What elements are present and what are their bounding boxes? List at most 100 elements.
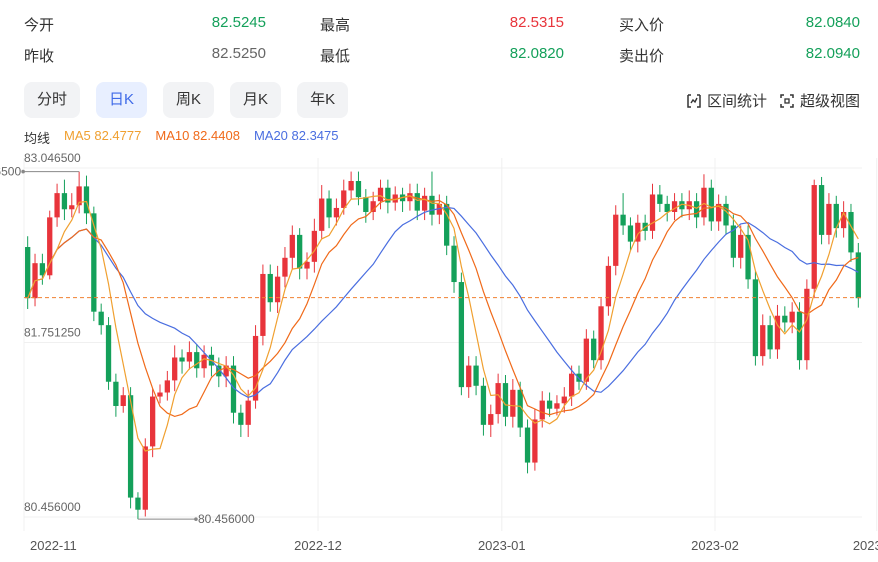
candle-body [657, 194, 663, 204]
candle-body [789, 311, 795, 323]
candle-body [605, 265, 612, 307]
range-stats-label: 区间统计 [706, 93, 767, 110]
high-value: 82.5315 [509, 14, 564, 31]
candle-body [341, 190, 347, 208]
candle-body [444, 203, 450, 246]
candle-body [201, 354, 207, 369]
candle-body [135, 497, 141, 510]
tab-daily-k[interactable]: 日K [96, 82, 148, 118]
candle-body [363, 197, 369, 212]
candle-body [377, 187, 384, 202]
candle-body [451, 245, 457, 283]
super-view-button[interactable]: 超级视图 [779, 90, 860, 111]
candle-body [69, 205, 75, 210]
candle-body [855, 252, 861, 299]
prev-close-value: 82.5250 [211, 45, 266, 62]
candle-body [238, 412, 244, 425]
tab-yearly-k[interactable]: 年K [297, 82, 349, 118]
candle-body [635, 222, 641, 242]
candle-body [76, 186, 82, 206]
candle-body [458, 282, 465, 388]
candle-body [414, 193, 420, 211]
low-label: 最低 [320, 48, 351, 65]
ma-legend-title: 均线 [24, 131, 51, 146]
candle-body [598, 306, 604, 361]
candle-body [473, 365, 479, 386]
candle-body [421, 195, 428, 211]
min-annotation-dot [194, 517, 198, 521]
candle-body [774, 315, 781, 350]
tab-weekly-k[interactable]: 周K [163, 82, 215, 118]
ma-legend: 均线 MA5 82.4777 MA10 82.4408 MA20 82.3475 [24, 128, 339, 147]
candle-body [524, 427, 531, 463]
candle-body [620, 214, 626, 226]
candle-body [179, 357, 185, 362]
candle-body [355, 181, 362, 198]
candle-body [539, 400, 545, 420]
range-stats-button[interactable]: 区间统计 [686, 90, 767, 111]
bid-label: 买入价 [619, 17, 665, 34]
x-tick-label: 2023-02 [691, 538, 739, 553]
candle-body [833, 203, 839, 229]
candle-body [98, 311, 104, 326]
candle-body [561, 396, 567, 404]
candle-body [583, 338, 589, 382]
candle-body [61, 193, 68, 210]
candle-body [370, 201, 376, 212]
candle-body [701, 187, 707, 218]
ma5-line [27, 195, 859, 452]
candle-body [517, 389, 523, 428]
candle-body [127, 395, 134, 498]
y-tick-label: 81.751250 [24, 326, 81, 340]
x-tick-label: 2022-11 [30, 538, 77, 553]
candle-body [532, 419, 538, 463]
period-tabs: 分时 日K 周K 月K 年K [24, 82, 349, 118]
fullscreen-icon [779, 93, 795, 109]
candle-body [745, 234, 751, 280]
chart-tools: 区间统计 超级视图 [686, 90, 860, 111]
candle-body [591, 338, 597, 361]
candle-body [164, 380, 170, 393]
candle-body [39, 263, 46, 276]
candle-body [230, 365, 237, 413]
candle-body [627, 225, 634, 242]
x-tick-label: 2023-01 [478, 538, 526, 553]
candle-body [105, 325, 112, 382]
candle-body [91, 213, 97, 312]
candle-body [693, 201, 700, 218]
candle-body [429, 195, 435, 215]
candle-body [480, 385, 487, 425]
candle-body [826, 203, 832, 235]
candle-body [326, 198, 332, 218]
candle-body [54, 193, 60, 218]
candlestick-chart[interactable]: 83.046500 81.751250 80.456000 2022-11 2022-1… [0, 150, 878, 562]
candle-body [811, 185, 817, 289]
tab-intraday[interactable]: 分时 [24, 82, 81, 118]
ma5-legend: MA5 82.4777 [64, 128, 142, 143]
candle-body [333, 207, 340, 218]
ma10-line [27, 195, 859, 418]
candle-body [796, 311, 803, 361]
candle-body [267, 273, 273, 303]
candle-body [289, 234, 295, 258]
candle-body [47, 217, 53, 276]
ma20-legend: MA20 82.3475 [253, 128, 339, 143]
candle-body [466, 365, 472, 388]
candle-body [488, 414, 494, 425]
candle-body [172, 357, 178, 381]
candle-body [157, 392, 163, 397]
super-view-label: 超级视图 [799, 93, 860, 110]
x-tick-label: 2022-12 [294, 538, 342, 553]
max-annotation-dot [21, 169, 25, 174]
ask-label: 卖出价 [619, 48, 665, 65]
candle-body [297, 234, 303, 269]
candle-body [664, 203, 670, 212]
prev-close-label: 昨收 [24, 48, 55, 65]
candle-body [113, 381, 119, 406]
candle-body [495, 383, 501, 415]
max-annotation-label: 83.046500 [0, 165, 21, 179]
tab-monthly-k[interactable]: 月K [230, 82, 282, 118]
candle-body [671, 201, 678, 212]
candle-body [502, 383, 509, 417]
open-label: 今开 [24, 17, 55, 34]
